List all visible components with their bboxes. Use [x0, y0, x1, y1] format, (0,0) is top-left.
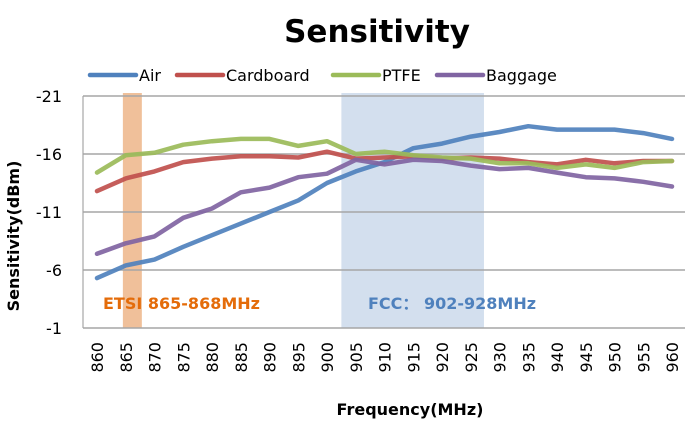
- x-tick-label: 910: [376, 342, 395, 373]
- y-tick-label: -21: [36, 87, 62, 106]
- x-tick-label: 955: [634, 342, 653, 373]
- x-tick-label: 915: [404, 342, 423, 373]
- x-tick-label: 895: [289, 342, 308, 373]
- etsi-band-label: ETSI 865-868MHz: [103, 294, 260, 313]
- series-line-air: [94, 123, 675, 281]
- x-tick-label: 960: [663, 342, 682, 373]
- legend-label: PTFE: [382, 66, 421, 85]
- x-axis-label: Frequency(MHz): [337, 400, 484, 419]
- legend: Air Cardboard PTFE Baggage: [87, 66, 557, 85]
- chart-title: Sensitivity: [284, 14, 470, 50]
- series-line-baggage: [94, 157, 675, 257]
- x-tick-label: 920: [433, 342, 452, 373]
- legend-item-ptfe: PTFE: [330, 66, 421, 85]
- y-tick-label: -11: [36, 203, 62, 222]
- x-tick-label: 925: [462, 342, 481, 373]
- x-tick-label: 940: [548, 342, 567, 373]
- band-etsi: [122, 93, 142, 328]
- y-axis-label: Sensitivity(dBm): [4, 161, 23, 312]
- x-tick-label: 865: [117, 342, 136, 373]
- x-tick-label: 945: [577, 342, 596, 373]
- x-tick-label: 950: [606, 342, 625, 373]
- legend-item-cardboard: Cardboard: [174, 66, 310, 85]
- legend-label: Baggage: [486, 66, 557, 85]
- y-tick-label: -6: [46, 261, 62, 280]
- x-tick-label: 880: [203, 342, 222, 373]
- x-tick-label: 875: [174, 342, 193, 373]
- frequency-bands: [122, 93, 484, 328]
- series-lines: [94, 123, 675, 281]
- y-tick-label: -16: [36, 145, 62, 164]
- fcc-band-label: FCC： 902-928MHz: [368, 294, 536, 313]
- x-tick-label: 935: [519, 342, 538, 373]
- x-tick-label: 905: [347, 342, 366, 373]
- x-tick-label: 870: [146, 342, 165, 373]
- series-line-cardboard: [94, 149, 675, 194]
- x-tick-label: 900: [318, 342, 337, 373]
- band-fcc: [341, 93, 484, 328]
- y-axis-ticks: -21 -16 -11 -6 -1: [36, 87, 62, 338]
- x-tick-label: 860: [88, 342, 107, 373]
- legend-label: Air: [139, 66, 161, 85]
- legend-label: Cardboard: [226, 66, 310, 85]
- x-tick-label: 930: [491, 342, 510, 373]
- gridlines: [82, 95, 685, 329]
- x-tick-label: 890: [261, 342, 280, 373]
- y-tick-label: -1: [46, 319, 62, 338]
- x-tick-label: 885: [232, 342, 251, 373]
- x-axis-ticks: 860 865 870 875 880 885 890 895 900 905 910 915 920 9…: [88, 342, 682, 373]
- series-line-ptfe: [94, 136, 675, 175]
- band-annotations: ETSI 865-868MHz FCC： 902-928MHz: [103, 294, 536, 313]
- legend-item-baggage: Baggage: [434, 66, 557, 85]
- legend-item-air: Air: [87, 66, 161, 85]
